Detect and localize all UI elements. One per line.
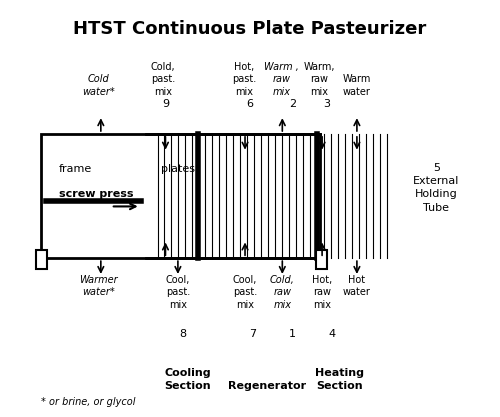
Text: 8: 8 <box>180 329 186 339</box>
Text: 7: 7 <box>249 329 256 339</box>
Text: Warmer
water*: Warmer water* <box>79 275 118 297</box>
Text: Cooling
Section: Cooling Section <box>164 368 211 391</box>
Text: Hot
water: Hot water <box>343 275 371 297</box>
Text: 4: 4 <box>328 329 336 339</box>
Text: 2: 2 <box>288 99 296 109</box>
Text: Hot,
raw
mix: Hot, raw mix <box>312 275 332 309</box>
Text: 5
External
Holding
Tube: 5 External Holding Tube <box>414 163 460 213</box>
Text: Regenerator: Regenerator <box>228 381 306 391</box>
Text: 6: 6 <box>246 99 254 109</box>
Text: 1: 1 <box>289 329 296 339</box>
Text: Cool,
past.
mix: Cool, past. mix <box>166 275 190 309</box>
Text: Cold,
raw
mix: Cold, raw mix <box>270 275 295 309</box>
Text: plates: plates <box>160 164 194 174</box>
Text: Heating
Section: Heating Section <box>315 368 364 391</box>
Text: Warm ,
raw
mix: Warm , raw mix <box>264 62 299 97</box>
Text: 9: 9 <box>162 99 169 109</box>
Text: HTST Continuous Plate Pasteurizer: HTST Continuous Plate Pasteurizer <box>74 20 426 38</box>
Bar <box>41 134 320 258</box>
Text: Cold
water*: Cold water* <box>82 74 114 97</box>
Text: Warm,
raw
mix: Warm, raw mix <box>304 62 336 97</box>
Text: Hot,
past.
mix: Hot, past. mix <box>232 62 256 97</box>
Bar <box>316 250 326 269</box>
Text: screw press: screw press <box>58 189 133 199</box>
Text: Cold,
past.
mix: Cold, past. mix <box>150 62 176 97</box>
Text: * or brine, or glycol: * or brine, or glycol <box>41 397 136 407</box>
Text: Warm
water: Warm water <box>342 74 371 97</box>
Text: Cool,
past.
mix: Cool, past. mix <box>233 275 257 309</box>
Text: 3: 3 <box>324 99 330 109</box>
Bar <box>36 250 47 269</box>
Text: frame: frame <box>58 164 92 174</box>
